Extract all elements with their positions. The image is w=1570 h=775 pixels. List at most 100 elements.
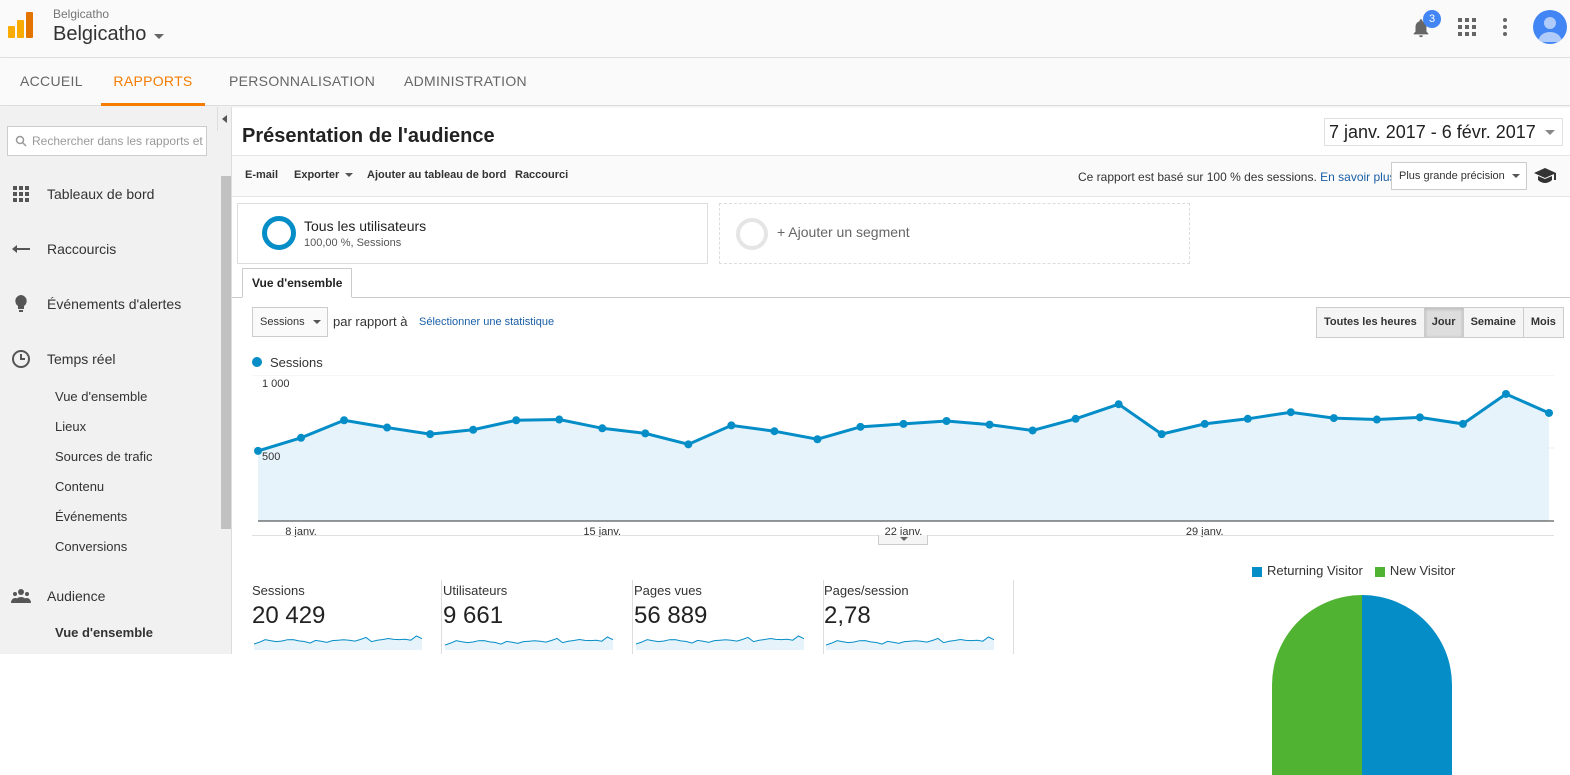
pie-slice-returning bbox=[1362, 595, 1452, 775]
report-search-input[interactable]: Rechercher dans les rapports et l bbox=[7, 126, 207, 156]
sessions-point bbox=[813, 435, 822, 444]
pie-legend: Returning Visitor New Visitor bbox=[1252, 563, 1455, 578]
sidebar-sub-realtime-overview[interactable]: Vue d'ensemble bbox=[55, 389, 148, 404]
more-vert-icon[interactable] bbox=[1500, 16, 1510, 38]
granularity-hourly-button[interactable]: Toutes les heures bbox=[1324, 316, 1417, 328]
pie-legend-new[interactable]: New Visitor bbox=[1374, 563, 1455, 578]
scorecard-label: Sessions bbox=[252, 583, 305, 598]
add-segment-button[interactable]: + Ajouter un segment bbox=[719, 203, 1190, 264]
sparkline-area bbox=[445, 637, 613, 650]
x-tick-label: 29 janv. bbox=[1186, 526, 1224, 537]
sessions-point bbox=[254, 446, 262, 455]
notification-badge: 3 bbox=[1423, 10, 1441, 28]
tab-accueil[interactable]: ACCUEIL bbox=[20, 73, 83, 89]
sidebar-item-dashboards[interactable]: Tableaux de bord bbox=[0, 179, 215, 209]
sidebar-item-label: Raccourcis bbox=[47, 241, 117, 257]
top-bar: Belgicatho Belgicatho 3 bbox=[0, 0, 1570, 58]
sparkline bbox=[445, 636, 613, 650]
scorecard-sessions[interactable]: Sessions 20 429 bbox=[252, 580, 442, 654]
sidebar-sub-events[interactable]: Événements bbox=[55, 509, 128, 524]
scorecard-label: Utilisateurs bbox=[443, 583, 508, 598]
sidebar-item-label: Temps réel bbox=[47, 351, 116, 367]
sidebar-sub-traffic-sources[interactable]: Sources de trafic bbox=[55, 449, 153, 464]
scorecard-value: 56 889 bbox=[634, 602, 708, 629]
sidebar-sub-locations[interactable]: Lieux bbox=[55, 419, 87, 434]
sparkline bbox=[636, 635, 804, 650]
analytics-logo-icon[interactable] bbox=[8, 12, 34, 38]
sidebar-item-label: Audience bbox=[47, 588, 106, 604]
sessions-point bbox=[1415, 413, 1424, 422]
sidebar-item-realtime[interactable]: Temps réel bbox=[0, 344, 215, 374]
sidebar-scrollbar[interactable] bbox=[221, 176, 231, 529]
tab-overview[interactable]: Vue d'ensemble bbox=[242, 268, 353, 298]
collapse-sidebar-button[interactable] bbox=[217, 107, 232, 131]
sessions-point bbox=[297, 433, 306, 442]
sidebar-item-shortcuts[interactable]: Raccourcis bbox=[0, 234, 215, 264]
sessions-point bbox=[1200, 419, 1209, 428]
visitor-type-pie[interactable] bbox=[1272, 595, 1452, 775]
add-to-dashboard-button[interactable]: Ajouter au tableau de bord bbox=[367, 169, 507, 181]
precision-select[interactable]: Plus grande précision bbox=[1391, 162, 1527, 190]
chart-collapse-handle[interactable] bbox=[878, 535, 928, 545]
account-selector[interactable]: Belgicatho bbox=[53, 23, 165, 46]
granularity-month-button[interactable]: Mois bbox=[1522, 308, 1563, 337]
search-placeholder: Rechercher dans les rapports et l bbox=[32, 134, 207, 148]
sparkline-area bbox=[826, 637, 994, 650]
sessions-point bbox=[1071, 414, 1080, 423]
legend-swatch bbox=[1252, 566, 1262, 577]
scorecard-value: 2,78 bbox=[824, 602, 871, 629]
sessions-point bbox=[1114, 400, 1123, 409]
segment-all-users[interactable]: Tous les utilisateurs 100,00 %, Sessions bbox=[237, 203, 708, 264]
shortcut-button[interactable]: Raccourci bbox=[515, 169, 569, 181]
user-avatar[interactable] bbox=[1533, 10, 1567, 44]
sessions-area bbox=[258, 393, 1549, 521]
sidebar-sub-conversions[interactable]: Conversions bbox=[55, 539, 128, 554]
tab-administration[interactable]: ADMINISTRATION bbox=[404, 73, 527, 89]
sidebar-sub-audience-overview[interactable]: Vue d'ensemble bbox=[55, 625, 153, 640]
sessions-chart[interactable]: 1 000 500 8 janv. 15 janv. 22 janv. 29 janv. bbox=[252, 375, 1554, 537]
pie-legend-label: Returning Visitor bbox=[1267, 563, 1363, 578]
learn-more-link[interactable]: En savoir plus bbox=[1320, 170, 1396, 184]
segment-name: Tous les utilisateurs bbox=[304, 218, 427, 234]
sidebar-item-audience[interactable]: Audience bbox=[0, 581, 215, 611]
sparkline-area bbox=[254, 636, 422, 650]
sessions-point bbox=[383, 423, 392, 432]
export-button[interactable]: Exporter bbox=[294, 169, 353, 181]
scorecard-pageviews[interactable]: Pages vues 56 889 bbox=[634, 580, 824, 654]
date-range-picker[interactable]: 7 janv. 2017 - 6 févr. 2017 bbox=[1324, 118, 1563, 146]
sidebar-item-alerts[interactable]: Événements d'alertes bbox=[0, 289, 215, 319]
sessions-point bbox=[641, 429, 650, 438]
scorecard-pages-per-session[interactable]: Pages/session 2,78 bbox=[824, 580, 1014, 654]
tab-rapports[interactable]: RAPPORTS bbox=[101, 58, 205, 106]
sidebar-sub-content[interactable]: Contenu bbox=[55, 479, 105, 494]
granularity-toggle: Toutes les heures Jour Semaine Mois bbox=[1316, 307, 1564, 338]
metric-select[interactable]: Sessions bbox=[252, 307, 328, 337]
sessions-point bbox=[1243, 414, 1252, 423]
person-icon bbox=[1538, 17, 1562, 42]
granularity-day-button[interactable]: Jour bbox=[1423, 308, 1463, 337]
scorecard-value: 20 429 bbox=[252, 602, 326, 629]
legend-dot bbox=[252, 357, 262, 367]
sessions-point bbox=[1028, 426, 1037, 435]
y-tick-label: 1 000 bbox=[262, 378, 290, 390]
sessions-point bbox=[985, 420, 994, 429]
scorecard-value: 9 661 bbox=[443, 602, 504, 629]
legend-label: Sessions bbox=[270, 355, 323, 370]
chevron-down-icon bbox=[154, 33, 165, 39]
sessions-point bbox=[684, 440, 693, 449]
scorecard-label: Pages/session bbox=[824, 583, 909, 598]
select-metric-link[interactable]: Sélectionner une statistique bbox=[419, 316, 555, 328]
tab-divider bbox=[232, 297, 1570, 298]
graduation-cap-icon[interactable] bbox=[1534, 167, 1556, 185]
scorecard-users[interactable]: Utilisateurs 9 661 bbox=[443, 580, 633, 654]
report-toolbar: E-mail Exporter Ajouter au tableau de bo… bbox=[232, 155, 1570, 197]
email-button[interactable]: E-mail bbox=[245, 169, 279, 181]
granularity-week-button[interactable]: Semaine bbox=[1462, 308, 1523, 337]
account-name-small: Belgicatho bbox=[53, 7, 110, 21]
sessions-point bbox=[856, 422, 865, 431]
sidebar: Rechercher dans les rapports et l Tablea… bbox=[0, 107, 232, 654]
apps-grid-icon[interactable] bbox=[1457, 17, 1477, 37]
tab-personnalisation[interactable]: PERSONNALISATION bbox=[229, 73, 376, 89]
sessions-point bbox=[1157, 430, 1166, 439]
pie-legend-returning[interactable]: Returning Visitor bbox=[1252, 563, 1363, 578]
